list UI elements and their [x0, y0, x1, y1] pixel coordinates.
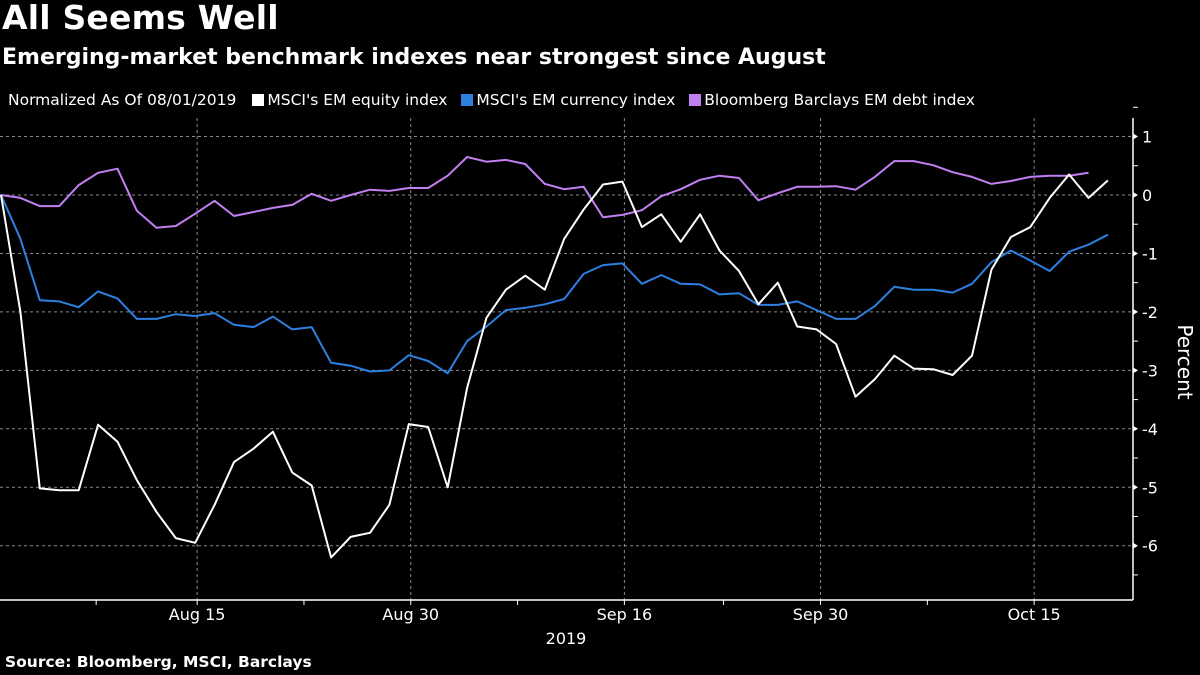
- y-tick-mark: [1133, 192, 1138, 198]
- y-tick-label: -5: [1142, 478, 1158, 497]
- normalization-note: Normalized As Of 08/01/2019: [8, 91, 237, 109]
- legend-label-equity: MSCI's EM equity index: [267, 91, 448, 109]
- chart-subtitle: Emerging-market benchmark indexes near s…: [2, 45, 826, 70]
- x-tick-label: Sep 16: [597, 605, 653, 624]
- y-tick-label: -1: [1142, 244, 1158, 263]
- legend-entry-equity: MSCI's EM equity index: [252, 91, 447, 109]
- legend-entry-debt: Bloomberg Barclays EM debt index: [689, 91, 975, 109]
- series-line-currency: [0, 194, 1109, 375]
- series-line-debt: [0, 156, 1089, 229]
- x-tick-label: Aug 15: [169, 605, 226, 624]
- legend-entry-currency: MSCI's EM currency index: [461, 91, 675, 109]
- y-tick-label: -4: [1142, 420, 1158, 439]
- series-line-equity: [0, 173, 1109, 559]
- y-tick-label: 1: [1142, 128, 1152, 147]
- y-tick-mark: [1133, 425, 1138, 432]
- gridlines: [0, 118, 1133, 600]
- y-tick-mark: [1133, 250, 1138, 257]
- series-lines: [0, 156, 1109, 559]
- y-tick-mark: [1133, 484, 1138, 491]
- y-tick-mark: [1133, 542, 1138, 549]
- legend: Normalized As Of 08/01/2019 MSCI's EM eq…: [8, 91, 989, 109]
- legend-swatch-equity: [252, 94, 265, 106]
- legend-swatch-currency: [461, 94, 474, 106]
- y-tick-mark: [1133, 133, 1138, 140]
- x-axis-year-label: 2019: [546, 629, 587, 648]
- axes: 1 0 -1 -2 -3 -4 -5 -6 Aug 15 Aug 30 Sep 16 Sep 30 Oc…: [0, 106, 1158, 624]
- source-note: Source: Bloomberg, MSCI, Barclays: [5, 653, 312, 671]
- legend-label-currency: MSCI's EM currency index: [476, 91, 676, 109]
- y-tick-mark: [1133, 367, 1138, 374]
- legend-swatch-debt: [689, 94, 702, 106]
- y-tick-mark: [1133, 308, 1138, 315]
- x-tick-label: Aug 30: [382, 605, 439, 624]
- y-tick-label: -3: [1142, 361, 1158, 380]
- y-axis-title: Percent: [1173, 324, 1197, 399]
- x-tick-label: Sep 30: [793, 605, 849, 624]
- y-tick-label: -6: [1142, 537, 1158, 556]
- y-tick-label: -2: [1142, 303, 1158, 322]
- y-tick-label: 0: [1142, 186, 1152, 205]
- x-tick-label: Oct 15: [1008, 605, 1061, 624]
- legend-label-debt: Bloomberg Barclays EM debt index: [704, 91, 975, 109]
- chart-title: All Seems Well: [2, 0, 279, 37]
